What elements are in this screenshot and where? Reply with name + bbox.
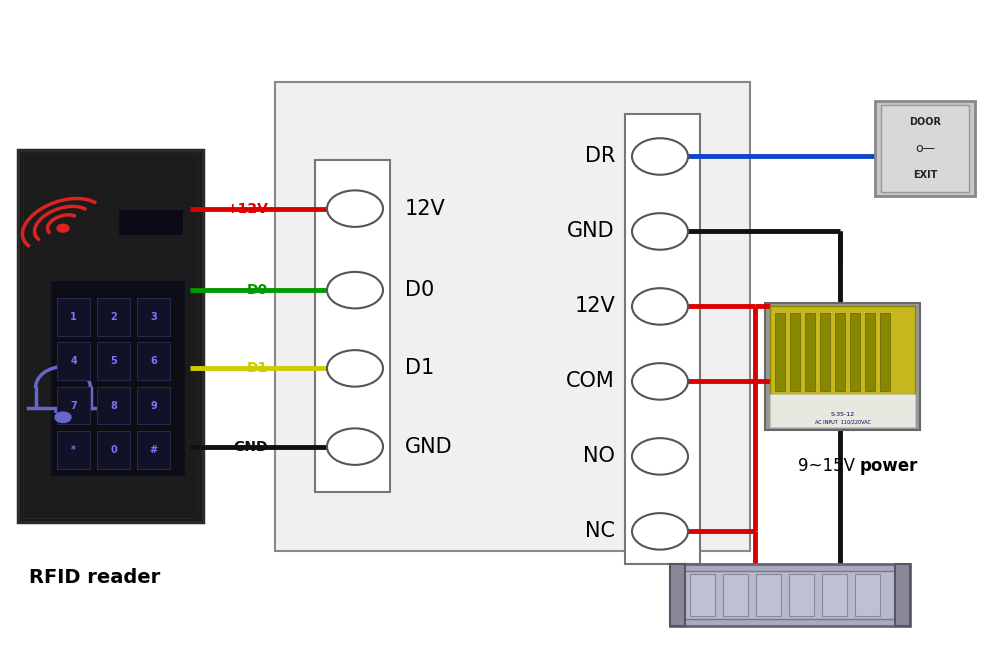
Text: 5: 5	[110, 356, 117, 366]
Text: NO: NO	[583, 447, 615, 466]
Bar	[137, 342, 170, 380]
Text: D0: D0	[405, 280, 434, 300]
Circle shape	[55, 412, 71, 422]
Text: 12V: 12V	[574, 297, 615, 316]
Bar	[670, 564, 685, 626]
Bar	[137, 298, 170, 336]
Bar	[625, 114, 700, 564]
Text: 2: 2	[110, 312, 117, 322]
Text: 9: 9	[150, 400, 157, 411]
Text: +12V: +12V	[226, 201, 268, 216]
Text: 0: 0	[110, 445, 117, 455]
Circle shape	[632, 138, 688, 175]
Bar	[775, 313, 785, 391]
Text: GND: GND	[234, 439, 268, 454]
Bar	[97, 431, 130, 469]
Bar	[850, 313, 860, 391]
Text: power: power	[860, 457, 918, 475]
Text: NC: NC	[585, 522, 615, 541]
Text: D0: D0	[247, 283, 268, 297]
Bar	[118, 209, 183, 235]
Bar	[97, 342, 130, 380]
Circle shape	[632, 363, 688, 400]
Bar	[57, 431, 90, 469]
Bar	[57, 387, 90, 424]
Circle shape	[632, 213, 688, 250]
Text: GND: GND	[567, 222, 615, 241]
Circle shape	[327, 350, 383, 387]
Bar	[790, 313, 800, 391]
Circle shape	[327, 428, 383, 465]
Bar	[275, 82, 750, 551]
Bar	[97, 387, 130, 424]
Text: 12V: 12V	[405, 199, 446, 218]
Bar	[880, 313, 890, 391]
Bar	[770, 394, 915, 427]
Bar	[789, 574, 814, 616]
Bar	[835, 313, 845, 391]
Text: o—: o—	[915, 142, 935, 155]
Bar	[137, 431, 170, 469]
Text: S-35-12: S-35-12	[830, 411, 855, 417]
Bar	[895, 564, 910, 626]
Text: 8: 8	[110, 400, 117, 411]
Text: D1: D1	[247, 361, 268, 376]
Circle shape	[327, 272, 383, 308]
Circle shape	[57, 224, 69, 232]
Text: COM: COM	[566, 372, 615, 391]
Bar	[690, 574, 715, 616]
Bar	[770, 306, 915, 394]
Text: DR: DR	[585, 147, 615, 166]
Text: 6: 6	[150, 356, 157, 366]
Bar	[820, 313, 830, 391]
Circle shape	[632, 438, 688, 475]
Circle shape	[632, 513, 688, 550]
Bar	[57, 342, 90, 380]
Bar	[805, 313, 815, 391]
Bar	[23, 153, 198, 518]
Text: 7: 7	[70, 400, 77, 411]
Bar	[881, 105, 969, 192]
Bar	[137, 387, 170, 424]
Text: D1: D1	[405, 359, 434, 378]
Bar	[756, 574, 781, 616]
Circle shape	[632, 288, 688, 325]
Text: RFID reader: RFID reader	[29, 567, 161, 587]
Bar	[18, 150, 203, 522]
Bar	[765, 303, 920, 430]
Text: #: #	[149, 445, 158, 455]
Circle shape	[327, 190, 383, 227]
Text: 3: 3	[150, 312, 157, 322]
Text: AC INPUT  110/220VAC: AC INPUT 110/220VAC	[815, 419, 870, 424]
Text: 1: 1	[70, 312, 77, 322]
Bar	[670, 564, 910, 626]
Bar	[822, 574, 847, 616]
Text: 4: 4	[70, 356, 77, 366]
Bar	[57, 298, 90, 336]
Bar	[50, 280, 185, 476]
Bar	[675, 570, 905, 619]
Bar	[97, 298, 130, 336]
Text: 9~15V: 9~15V	[798, 457, 855, 475]
Bar	[875, 101, 975, 196]
Bar	[855, 574, 880, 616]
Text: EXIT: EXIT	[913, 170, 937, 180]
Bar	[315, 160, 390, 492]
Bar	[723, 574, 748, 616]
Text: DOOR: DOOR	[909, 117, 941, 127]
Text: *: *	[71, 445, 76, 455]
Text: GND: GND	[405, 437, 453, 456]
Bar	[865, 313, 875, 391]
